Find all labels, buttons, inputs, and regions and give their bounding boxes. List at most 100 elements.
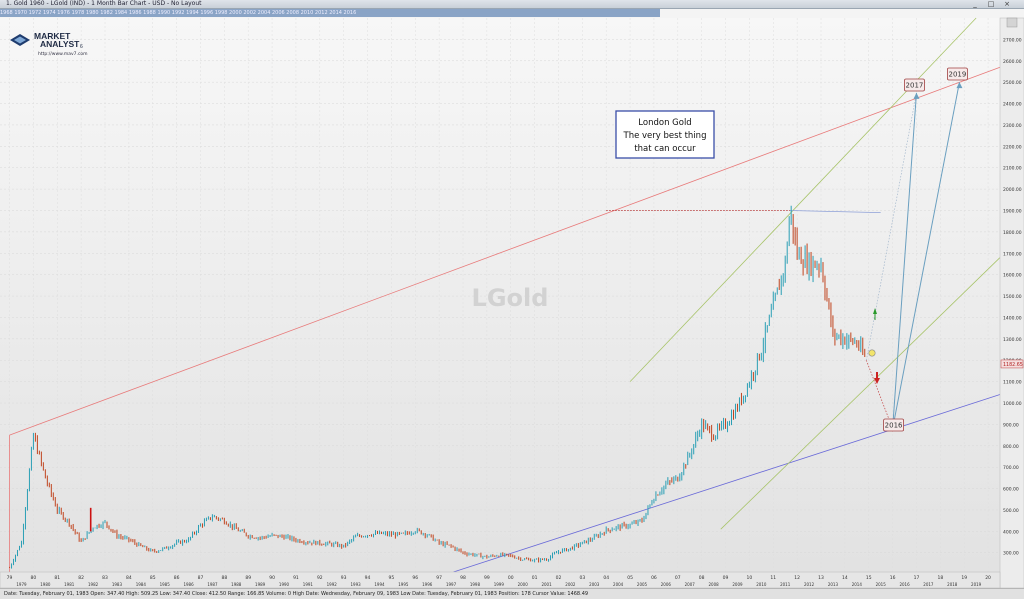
x-tick-year-label: 1992 (327, 582, 338, 587)
annotation-line-3: that can occur (634, 144, 696, 154)
maximize-button[interactable]: □ (987, 0, 995, 8)
channel-lower-line (720, 257, 1001, 530)
y-tick-label: 1900.00 (1003, 209, 1022, 215)
x-tick-year-label: 1991 (303, 582, 314, 587)
plot-area (0, 18, 1000, 572)
x-tick-label: 81 (54, 575, 60, 581)
projection-2017-line (892, 92, 917, 429)
x-tick-label: 07 (675, 575, 681, 581)
badge-2019-label: 2019 (949, 71, 967, 79)
x-tick-label: 80 (31, 575, 37, 581)
annotation-line-2: The very best thing (623, 131, 707, 141)
x-tick-label: 89 (245, 575, 251, 581)
badge-2017-label: 2017 (906, 82, 924, 90)
x-tick-year-label: 2017 (923, 582, 934, 587)
x-tick-label: 96 (412, 575, 418, 581)
year-scroll-strip[interactable]: 1968 1970 1972 1974 1976 1978 1980 1982 … (0, 9, 660, 17)
badge-2017-box (904, 78, 925, 92)
x-tick-year-label: 1990 (279, 582, 290, 587)
x-tick-year-label: 2019 (971, 582, 982, 587)
annotation-box: London Gold The very best thing that can… (615, 110, 715, 159)
x-tick-year-label: 2016 (899, 582, 910, 587)
x-tick-label: 14 (842, 575, 848, 581)
x-tick-year-label: 1980 (40, 582, 51, 587)
y-tick-label: 400.00 (1003, 529, 1019, 535)
annotation-title: London Gold (638, 118, 691, 128)
x-tick-label: 97 (436, 575, 442, 581)
y-tick-label: 1400.00 (1003, 315, 1022, 321)
x-tick-year-label: 1995 (398, 582, 409, 587)
x-tick-year-label: 2003 (589, 582, 600, 587)
x-tick-year-label: 1993 (351, 582, 362, 587)
y-tick-label: 2000.00 (1003, 187, 1022, 193)
x-tick-label: 91 (293, 575, 299, 581)
last-price-label: 1182.65 (1003, 362, 1023, 368)
x-tick-year-label: 1982 (88, 582, 99, 587)
x-tick-year-label: 2013 (828, 582, 839, 587)
x-tick-label: 98 (460, 575, 466, 581)
x-tick-label: 84 (126, 575, 132, 581)
y-tick-label: 2600.00 (1003, 59, 1022, 65)
market-analyst-logo: MARKET ANALYST 6 http://www.mav7.com (10, 31, 88, 57)
logo-text-market: MARKET (34, 31, 71, 41)
x-tick-year-label: 1983 (112, 582, 123, 587)
x-tick-year-label: 2014 (852, 582, 863, 587)
badge-2019-box (947, 67, 968, 81)
logo-text-analyst: ANALYST (40, 39, 80, 49)
x-tick-label: 06 (651, 575, 657, 581)
close-button[interactable]: × (1004, 0, 1010, 8)
x-tick-year-label: 1994 (374, 582, 385, 587)
x-tick-label: 09 (723, 575, 729, 581)
x-tick-year-label: 1981 (64, 582, 75, 587)
x-tick-label: 12 (794, 575, 800, 581)
minimize-button[interactable]: _ (973, 0, 977, 8)
y-tick-label: 700.00 (1003, 465, 1019, 471)
y-tick-label: 2500.00 (1003, 80, 1022, 86)
x-tick-label: 02 (556, 575, 562, 581)
x-tick-label: 01 (532, 575, 538, 581)
x-tick-year-label: 2007 (685, 582, 696, 587)
x-tick-label: 16 (890, 575, 896, 581)
lower-trendline (453, 394, 1001, 573)
y-axis-panel (999, 17, 1024, 589)
x-tick-year-label: 1998 (470, 582, 481, 587)
x-tick-label: 92 (317, 575, 323, 581)
x-tick-year-label: 2010 (756, 582, 767, 587)
up-arrow-icon (873, 308, 877, 320)
x-tick-label: 20 (985, 575, 991, 581)
x-tick-year-label: 2008 (709, 582, 720, 587)
status-bar: Date: Tuesday, February 01, 1983 Open: 3… (0, 588, 1024, 599)
lock-icon[interactable] (1006, 17, 1018, 28)
x-tick-label: 82 (78, 575, 84, 581)
last-price-box (1000, 359, 1024, 369)
title-bar: 1. Gold 1960 - LGold (IND) - 1 Month Bar… (0, 0, 1024, 9)
y-tick-label: 1100.00 (1003, 380, 1022, 386)
upper-trendline (9, 66, 1001, 436)
y-tick-label: 1300.00 (1003, 337, 1022, 343)
symbol-watermark: LGold (472, 284, 549, 312)
y-tick-label: 1700.00 (1003, 251, 1022, 257)
x-tick-year-label: 1997 (446, 582, 457, 587)
x-tick-year-label: 1984 (136, 582, 147, 587)
y-tick-label: 2300.00 (1003, 123, 1022, 129)
badge-2016-box (883, 418, 905, 432)
x-tick-label: 00 (508, 575, 514, 581)
y-tick-label: 1800.00 (1003, 230, 1022, 236)
x-tick-label: 05 (627, 575, 633, 581)
y-tick-label: 2100.00 (1003, 166, 1022, 172)
y-tick-label: 1500.00 (1003, 294, 1022, 300)
x-tick-label: 88 (221, 575, 227, 581)
x-tick-year-label: 2009 (732, 582, 743, 587)
x-tick-year-label: 2004 (613, 582, 624, 587)
x-tick-label: 15 (866, 575, 872, 581)
x-tick-label: 94 (365, 575, 371, 581)
arrowhead-2019-icon (956, 82, 963, 89)
last-price-tag: 1182.65 (1000, 359, 1024, 369)
x-tick-year-label: 2011 (780, 582, 791, 587)
y-tick-label: 2200.00 (1003, 144, 1022, 150)
x-tick-year-label: 1996 (422, 582, 433, 587)
y-tick-label: 600.00 (1003, 487, 1019, 493)
x-tick-year-label: 1979 (16, 582, 27, 587)
